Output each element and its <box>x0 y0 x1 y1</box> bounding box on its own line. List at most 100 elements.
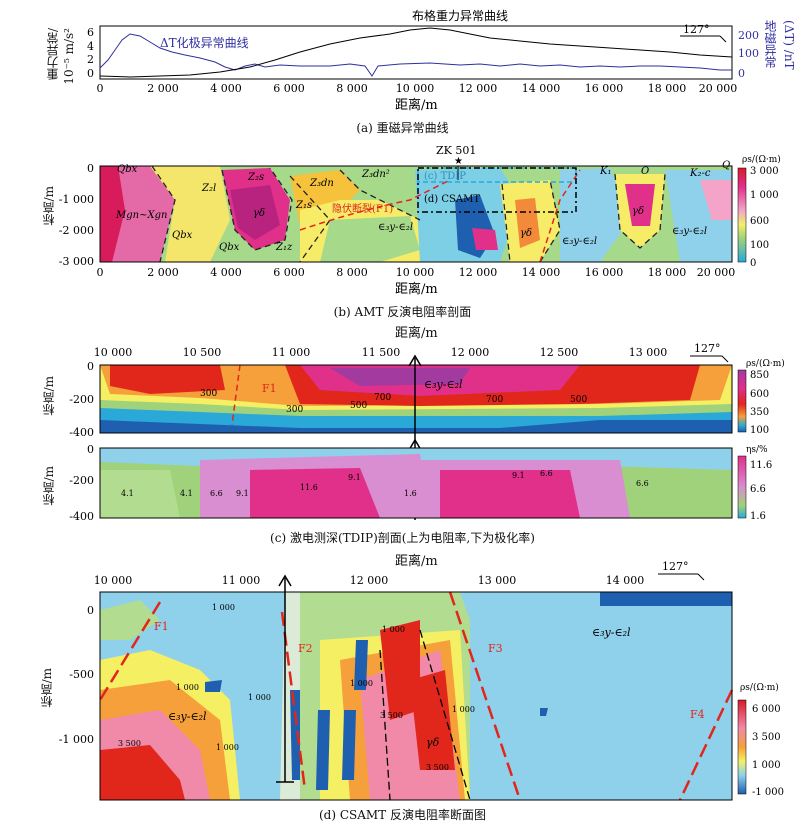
panel-d-formation: ∈₃y-∈₂l <box>592 626 631 639</box>
panel-a-ytick-0: 0 <box>87 67 94 80</box>
panel-d-legend-title: ρs/(Ω·m) <box>740 682 779 693</box>
panel-b-label: Z₁z <box>275 242 293 253</box>
panel-b-amt: 标高/m <box>0 140 805 320</box>
panel-a-xtick: 18 000 <box>648 82 687 95</box>
panel-a-right-ticks: 200 100 0 <box>738 29 759 80</box>
panel-c-ytick: 0 <box>87 443 94 456</box>
panel-b-label: γδ <box>632 206 644 217</box>
panel-b-legend-tick: 100 <box>750 240 769 251</box>
panel-d-contour-label: 1 000 <box>176 683 199 692</box>
panel-b-plot: Qbx Z₂l Z₂s Z₃dn Z₃dn² Mgn~Xgn Qbx γδ Qb… <box>59 144 781 297</box>
panel-d-contour-label: 3 500 <box>426 763 449 772</box>
panel-a-ylabel-right: 地磁异常 <box>762 20 779 68</box>
panel-b-ytick: -3 000 <box>59 255 94 268</box>
panel-a-rtick-200: 200 <box>738 29 759 42</box>
panel-d-legend-tick: 6 000 <box>752 704 781 715</box>
panel-c-formation: ∈₃y-∈₂l <box>424 378 463 391</box>
panel-d-contour-label: 1 000 <box>382 625 405 634</box>
panel-c-ytick: -200 <box>69 474 94 487</box>
panel-b-box-c: (c) TDIP <box>424 171 466 182</box>
panel-b-legend-tick: 3 000 <box>750 166 779 177</box>
panel-c-bottom-label: 9.1 <box>236 489 249 498</box>
panel-b-fault-label: 隐伏断裂(F1) <box>332 202 393 215</box>
panel-a-ylabel-right-2: (ΔT) /nT <box>782 20 796 70</box>
panel-c-bottom-label: 6.6 <box>540 469 553 478</box>
panel-a-rtick-100: 100 <box>738 47 759 60</box>
panel-d-plot: 10 000 11 000 12 000 13 000 14 000 127° <box>59 560 784 801</box>
panel-a-ytick-6: 6 <box>87 26 94 39</box>
panel-b-box-d: (d) CSAMT <box>424 194 480 205</box>
panel-c-bottom-label: 11.6 <box>300 483 318 492</box>
panel-b-label: Z₂s <box>247 172 264 183</box>
panel-c-legend-top-title: ρs/(Ω·m) <box>746 358 785 369</box>
panel-b-label: K₂-c <box>689 168 711 179</box>
panel-b-ytick: -2 000 <box>59 224 94 237</box>
panel-c-azimuth: 127° <box>694 342 721 355</box>
panel-c-top-label: 300 <box>200 389 217 399</box>
panel-a-xtick: 10 000 <box>396 82 435 95</box>
panel-c-bottom-label: 1.6 <box>404 489 417 498</box>
panel-b-xtick: 20 000 <box>697 266 736 279</box>
panel-d-contour-label: 1 000 <box>452 705 475 714</box>
panel-c-legend-top-tick: 600 <box>750 389 769 400</box>
panel-a-xtick: 4 000 <box>210 82 242 95</box>
panel-b-label: Z₂l <box>201 183 216 194</box>
panel-b-label: Qbx <box>172 230 193 241</box>
panel-b-borehole: ZK 501 <box>436 144 476 157</box>
panel-a-gravity-magnetic: 重力异常/ 10⁻⁵ m/s² 地磁异常 (ΔT) /nT 6 4 2 0 20… <box>0 0 805 140</box>
panel-c-legend-top-tick: 350 <box>750 407 769 418</box>
panel-c-xtick: 11 000 <box>272 346 311 359</box>
panel-a-xtick: 8 000 <box>336 82 368 95</box>
panel-b-legend-tick: 0 <box>750 258 756 269</box>
panel-d-contour-label: 1 000 <box>248 693 271 702</box>
panel-c-xtick: 13 000 <box>629 346 668 359</box>
panel-d-contour-label: 1 000 <box>216 743 239 752</box>
panel-c-xtick: 10 500 <box>183 346 222 359</box>
panel-c-legend-top-tick: 850 <box>750 370 769 381</box>
panel-b-xtick: 12 000 <box>459 266 498 279</box>
panel-d-contour-label: 3 500 <box>380 711 403 720</box>
panel-b-label: O <box>641 166 649 177</box>
panel-c-xtick: 12 500 <box>540 346 579 359</box>
panel-a-azimuth-text: 127° <box>683 23 710 36</box>
panel-d-f4: F4 <box>690 708 705 721</box>
panel-d-xtick: 14 000 <box>606 574 645 587</box>
panel-a-gravity-curve <box>99 27 733 78</box>
panel-b-xtick: 4 000 <box>210 266 242 279</box>
panel-c-bottom-label: 9.1 <box>512 471 525 480</box>
panel-b-ytick: 0 <box>87 162 94 175</box>
panel-a-xtick: 12 000 <box>459 82 498 95</box>
panel-a-xtick: 16 000 <box>585 82 624 95</box>
panel-c-bottom-label: 4.1 <box>121 489 134 498</box>
panel-b-legend-bar <box>737 167 747 263</box>
panel-a-xtitle: 距离/m <box>395 97 438 113</box>
panel-c-legend-bottom-tick: 11.6 <box>750 460 772 471</box>
panel-c-xtick: 11 500 <box>362 346 401 359</box>
panel-d-f2: F2 <box>298 642 313 655</box>
panel-b-label: K₁ <box>599 166 611 177</box>
panel-c-caption: (c) 激电测深(TDIP)剖面(上为电阻率,下为极化率) <box>270 531 535 545</box>
panel-d-ytick: 0 <box>87 604 94 617</box>
panel-b-label: ∈₃y-∈₂l <box>562 236 597 247</box>
panel-b-xtick: 14 000 <box>522 266 561 279</box>
panel-b-label: γδ <box>520 228 532 239</box>
panel-c-f1: F1 <box>262 382 277 395</box>
panel-d-caption: (d) CSAMT 反演电阻率断面图 <box>318 808 487 822</box>
panel-c-xtitle: 距离/m <box>395 326 438 341</box>
panel-b-xtick: 6 000 <box>273 266 305 279</box>
panel-c-ytick: -400 <box>69 510 94 523</box>
panel-b-label: Z₃dn <box>309 178 334 189</box>
panel-b-xtick: 18 000 <box>648 266 687 279</box>
panel-a-xticks: 0 2 000 4 000 6 000 8 000 10 000 12 000 … <box>97 82 738 95</box>
panel-c-top-label: 300 <box>286 405 303 415</box>
panel-a-rtick-0: 0 <box>738 67 745 80</box>
panel-a-xtick: 6 000 <box>273 82 305 95</box>
panel-a-azimuth: 127° <box>680 23 727 43</box>
panel-d-legend-tick: -1 000 <box>752 787 784 798</box>
panel-b-xtick: 2 000 <box>147 266 179 279</box>
panel-a-caption: (a) 重磁异常曲线 <box>356 121 449 135</box>
panel-d-f1: F1 <box>154 620 169 633</box>
panel-b-legend-tick: 1 000 <box>750 190 779 201</box>
panel-b-label: Z₃dn² <box>361 169 390 180</box>
panel-b-xtick: 0 <box>97 266 104 279</box>
